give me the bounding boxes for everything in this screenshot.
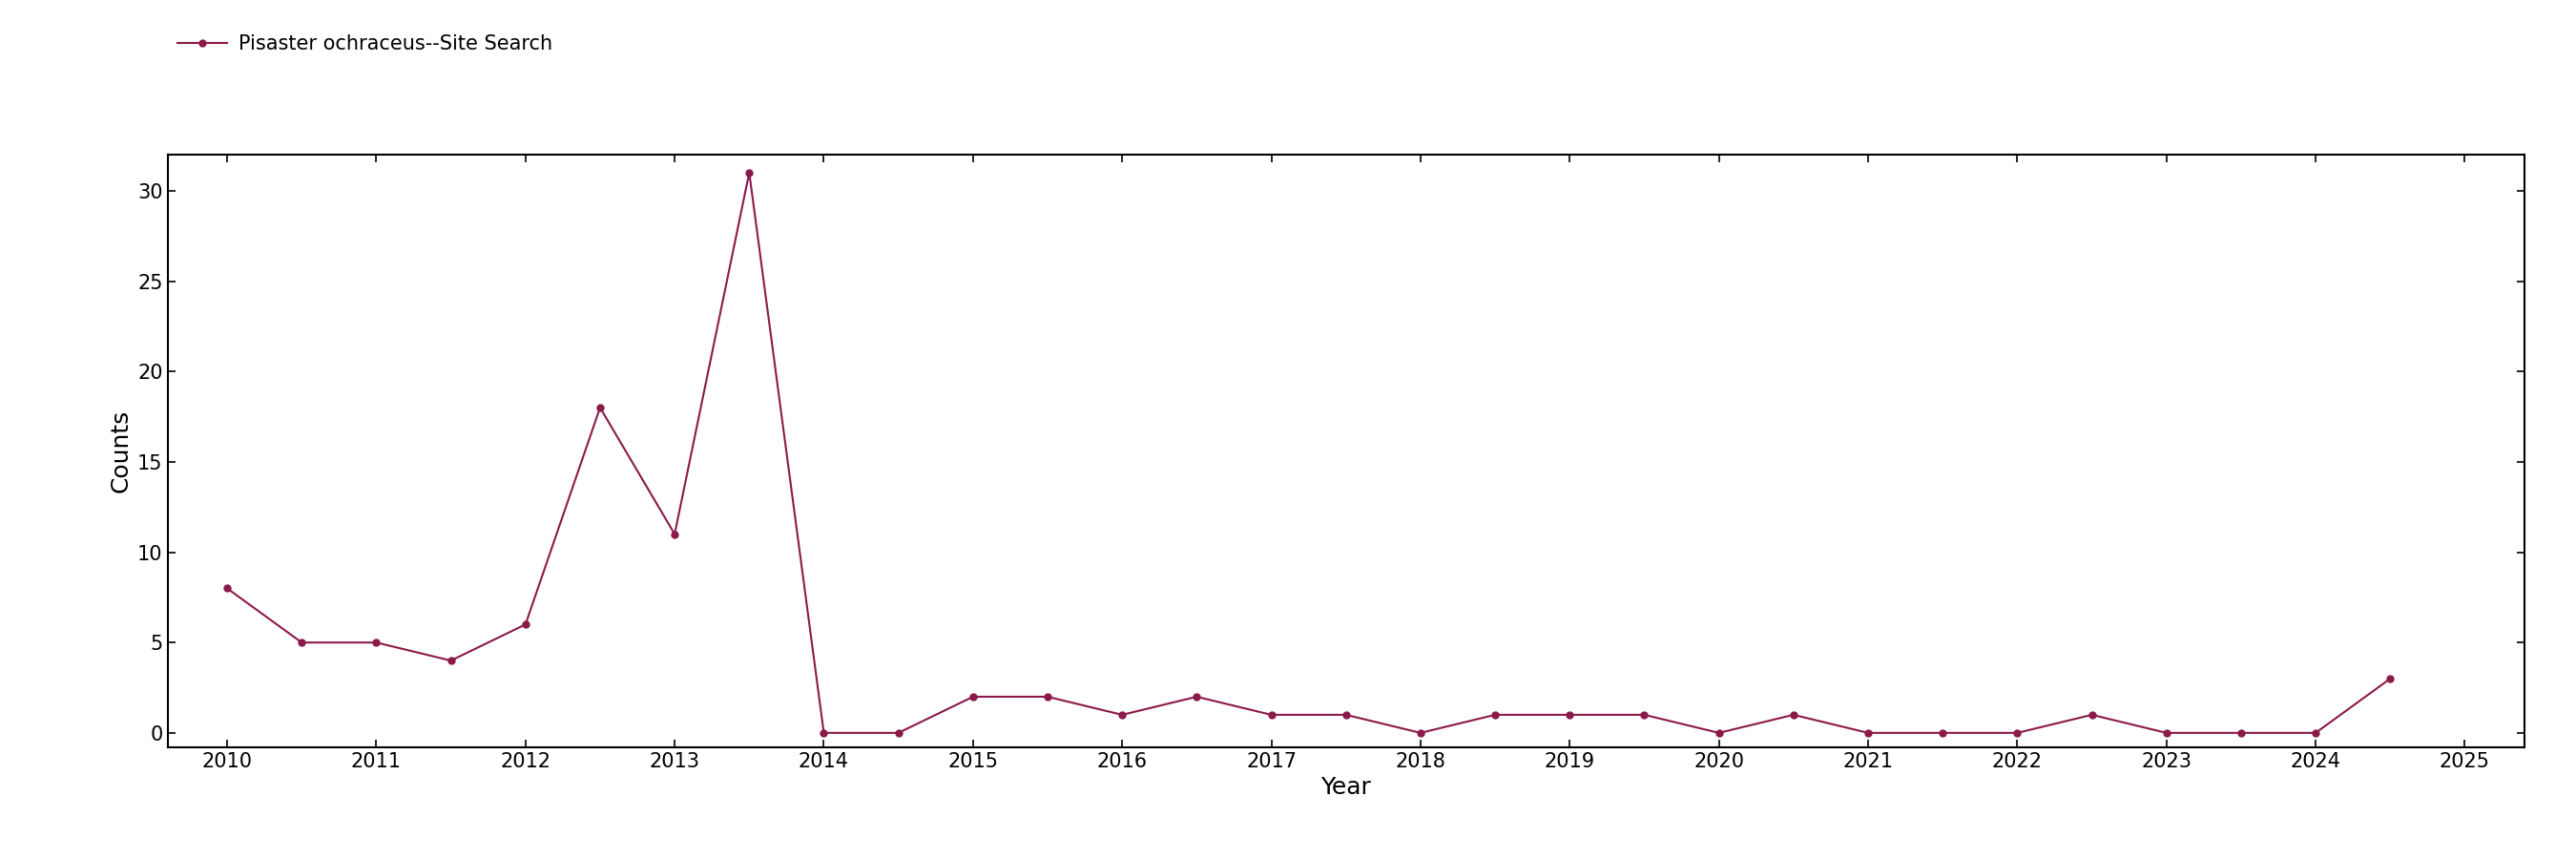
Pisaster ochraceus--Site Search <box>734 168 765 178</box>
Pisaster ochraceus--Site Search <box>1182 691 1213 702</box>
Pisaster ochraceus--Site Search <box>1628 710 1659 720</box>
Pisaster ochraceus--Site Search <box>659 529 690 539</box>
Pisaster ochraceus--Site Search <box>2002 728 2032 738</box>
Line: Pisaster ochraceus--Site Search: Pisaster ochraceus--Site Search <box>224 169 2393 736</box>
Pisaster ochraceus--Site Search <box>2151 728 2182 738</box>
Pisaster ochraceus--Site Search <box>1777 710 1808 720</box>
X-axis label: Year: Year <box>1321 777 1370 799</box>
Pisaster ochraceus--Site Search <box>1703 728 1734 738</box>
Pisaster ochraceus--Site Search <box>1927 728 1958 738</box>
Y-axis label: Counts: Counts <box>108 410 131 492</box>
Pisaster ochraceus--Site Search <box>1479 710 1510 720</box>
Pisaster ochraceus--Site Search <box>809 728 840 738</box>
Pisaster ochraceus--Site Search <box>1329 710 1360 720</box>
Pisaster ochraceus--Site Search <box>1553 710 1584 720</box>
Pisaster ochraceus--Site Search <box>510 619 541 630</box>
Pisaster ochraceus--Site Search <box>1108 710 1139 720</box>
Pisaster ochraceus--Site Search <box>958 691 989 702</box>
Pisaster ochraceus--Site Search <box>2300 728 2331 738</box>
Pisaster ochraceus--Site Search <box>435 655 466 666</box>
Legend: Pisaster ochraceus--Site Search: Pisaster ochraceus--Site Search <box>178 34 554 53</box>
Pisaster ochraceus--Site Search <box>2375 673 2406 684</box>
Pisaster ochraceus--Site Search <box>884 728 914 738</box>
Pisaster ochraceus--Site Search <box>2226 728 2257 738</box>
Pisaster ochraceus--Site Search <box>1257 710 1288 720</box>
Pisaster ochraceus--Site Search <box>1033 691 1064 702</box>
Pisaster ochraceus--Site Search <box>585 403 616 413</box>
Pisaster ochraceus--Site Search <box>1404 728 1435 738</box>
Pisaster ochraceus--Site Search <box>2076 710 2107 720</box>
Pisaster ochraceus--Site Search <box>361 637 392 648</box>
Pisaster ochraceus--Site Search <box>286 637 317 648</box>
Pisaster ochraceus--Site Search <box>1852 728 1883 738</box>
Pisaster ochraceus--Site Search <box>211 583 242 594</box>
